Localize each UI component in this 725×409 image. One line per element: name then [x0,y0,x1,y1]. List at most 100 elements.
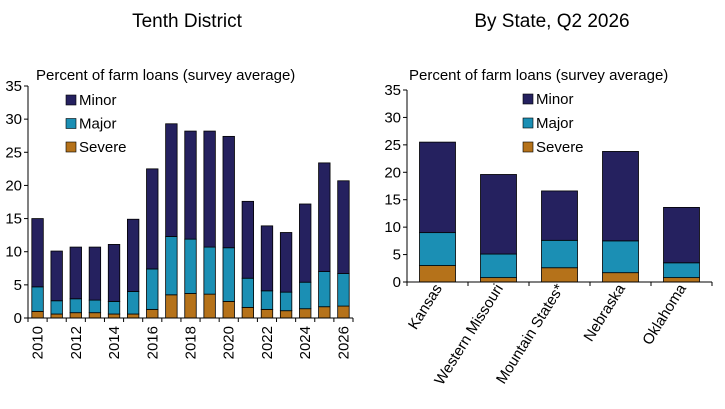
bar-major-2019 [203,246,216,295]
legend-swatch-minor [522,93,534,105]
y-axis-label-tenth-district: Percent of farm loans (survey average) [36,67,295,84]
bar-severe-2024 [299,308,312,319]
bar-major-2024 [299,281,312,310]
bar-major-2012 [69,298,82,314]
bar-severe-2016 [146,308,159,319]
bar-minor-2022 [260,225,274,292]
bar-major-2025 [318,271,331,308]
bar-severe-2022 [260,308,274,319]
bar-severe-oklahoma [663,277,700,283]
bar-minor-kansas [419,141,456,234]
legend-label-severe: Severe [536,139,584,156]
bar-severe-2023 [279,310,293,319]
bar-minor-2013 [88,246,102,301]
x-tick-label: 2026 [335,326,352,359]
bar-minor-nebraska [602,151,639,242]
x-tick-label: 2022 [259,326,276,359]
bar-minor-2021 [241,200,255,279]
y-tick-label: 20 [5,177,22,194]
bar-major-2020 [222,247,235,302]
legend-label-severe: Severe [79,139,127,156]
bar-minor-oklahoma [663,206,700,264]
y-tick-label: 20 [384,164,401,181]
tenth-district-panel: Tenth District Percent of farm loans (su… [5,11,354,359]
bar-severe-2010 [31,310,44,319]
y-tick-label: 30 [5,111,22,128]
y-tick-label: 0 [393,274,401,291]
bar-severe-kansas [419,265,456,283]
bar-severe-nebraska [602,272,639,283]
y-tick-label: 35 [5,78,22,95]
legend-swatch-major [65,118,77,129]
bar-severe-2012 [69,312,82,319]
bar-severe-2026 [337,305,350,319]
y-tick-label: 10 [5,244,22,261]
x-tick-label: 2010 [30,326,47,359]
bar-major-2015 [126,291,140,315]
chart-title-tenth-district: Tenth District [132,11,243,32]
y-tick-label: 15 [5,211,22,228]
bar-severe-mountain-states- [541,267,578,283]
x-tick-label: 2014 [106,326,123,359]
bar-severe-western-missouri [480,277,517,283]
legend-swatch-severe [65,141,77,153]
bar-major-2021 [241,277,255,308]
bar-minor-western-missouri [480,174,517,255]
bar-major-2017 [165,236,178,296]
x-tick-label: Oklahoma [639,281,690,349]
bar-major-2023 [279,291,293,312]
bar-severe-2020 [222,301,235,319]
y-tick-label: 10 [384,219,401,236]
bar-minor-2014 [107,244,121,302]
y-tick-label: 35 [384,82,401,99]
bar-major-kansas [419,232,456,266]
bar-minor-2026 [337,180,350,274]
x-tick-label: 2020 [221,326,238,359]
bar-major-nebraska [602,240,639,274]
bar-major-2013 [88,299,102,314]
y-tick-label: 5 [14,277,22,294]
y-tick-label: 30 [384,109,401,126]
bar-minor-mountain-states- [541,190,578,241]
bar-severe-2021 [241,306,255,319]
bar-major-western-missouri [480,253,517,279]
bar-severe-2011 [50,313,63,319]
bar-minor-2023 [279,232,293,293]
y-tick-label: 25 [5,144,22,161]
bar-minor-2010 [31,218,44,288]
y-tick-label: 25 [384,137,401,154]
bar-major-2010 [31,286,44,312]
x-tick-label: Nebraska [580,281,629,345]
y-tick-label: 5 [393,247,401,264]
bar-minor-2016 [146,168,159,270]
bar-major-2026 [337,273,350,307]
bar-severe-2014 [107,313,121,319]
bar-severe-2013 [88,312,102,319]
bar-severe-2025 [318,306,331,319]
bar-major-2018 [184,238,197,294]
bar-severe-2017 [165,294,178,319]
bar-major-mountain-states- [541,239,578,269]
legend-label-minor: Minor [536,91,574,108]
bar-severe-2019 [203,293,216,319]
y-tick-label: 0 [14,310,22,327]
by-state-panel: By State, Q2 2026 Percent of farm loans … [384,11,713,388]
bar-major-oklahoma [663,262,700,279]
legend-swatch-minor [65,94,77,106]
bar-minor-2019 [203,130,216,248]
x-tick-label: 2018 [183,326,200,359]
x-tick-label: 2012 [68,326,85,359]
x-tick-label: 2024 [297,326,314,359]
bar-minor-2011 [50,250,63,302]
bar-major-2022 [260,290,274,310]
x-tick-label: Mountain States* [493,281,568,387]
bar-severe-2015 [126,313,140,319]
bar-minor-2012 [69,246,82,300]
bar-minor-2020 [222,135,235,249]
x-tick-label: Kansas [405,281,446,332]
bar-major-2016 [146,268,159,310]
legend-label-minor: Minor [79,92,117,109]
legend-swatch-major [522,117,534,129]
bar-severe-2018 [184,293,197,319]
